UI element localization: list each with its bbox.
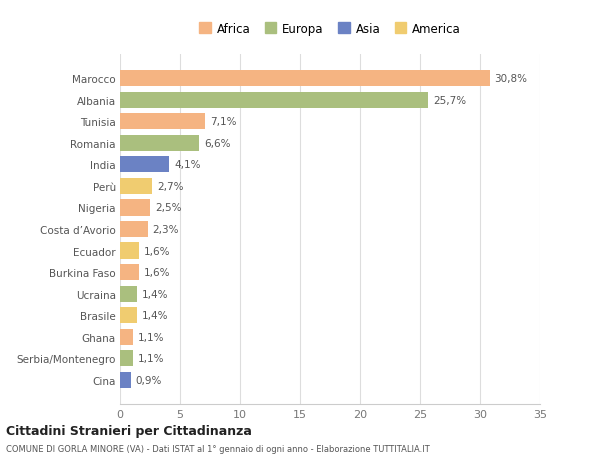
Text: COMUNE DI GORLA MINORE (VA) - Dati ISTAT al 1° gennaio di ogni anno - Elaborazio: COMUNE DI GORLA MINORE (VA) - Dati ISTAT… [6, 444, 430, 453]
Bar [120, 92, 428, 109]
Bar [120, 114, 205, 130]
Bar [120, 372, 131, 388]
Text: 0,9%: 0,9% [136, 375, 162, 385]
Text: 2,5%: 2,5% [155, 203, 181, 213]
Bar [120, 179, 152, 195]
Bar [120, 350, 133, 367]
Bar [120, 308, 137, 324]
Bar [120, 200, 150, 216]
Text: 1,4%: 1,4% [142, 289, 168, 299]
Text: Cittadini Stranieri per Cittadinanza: Cittadini Stranieri per Cittadinanza [6, 424, 252, 437]
Text: 2,3%: 2,3% [152, 224, 179, 235]
Bar [120, 329, 133, 345]
Bar [120, 243, 139, 259]
Text: 1,6%: 1,6% [144, 246, 170, 256]
Text: 4,1%: 4,1% [174, 160, 200, 170]
Bar [120, 157, 169, 173]
Legend: Africa, Europa, Asia, America: Africa, Europa, Asia, America [199, 22, 461, 35]
Bar [120, 264, 139, 280]
Text: 25,7%: 25,7% [433, 95, 466, 106]
Text: 30,8%: 30,8% [494, 74, 527, 84]
Bar [120, 71, 490, 87]
Text: 2,7%: 2,7% [157, 181, 184, 191]
Text: 7,1%: 7,1% [210, 117, 236, 127]
Text: 1,1%: 1,1% [138, 353, 164, 364]
Text: 1,6%: 1,6% [144, 268, 170, 278]
Bar [120, 135, 199, 151]
Text: 1,4%: 1,4% [142, 310, 168, 320]
Text: 6,6%: 6,6% [204, 139, 230, 149]
Text: 1,1%: 1,1% [138, 332, 164, 342]
Bar [120, 286, 137, 302]
Bar [120, 221, 148, 238]
